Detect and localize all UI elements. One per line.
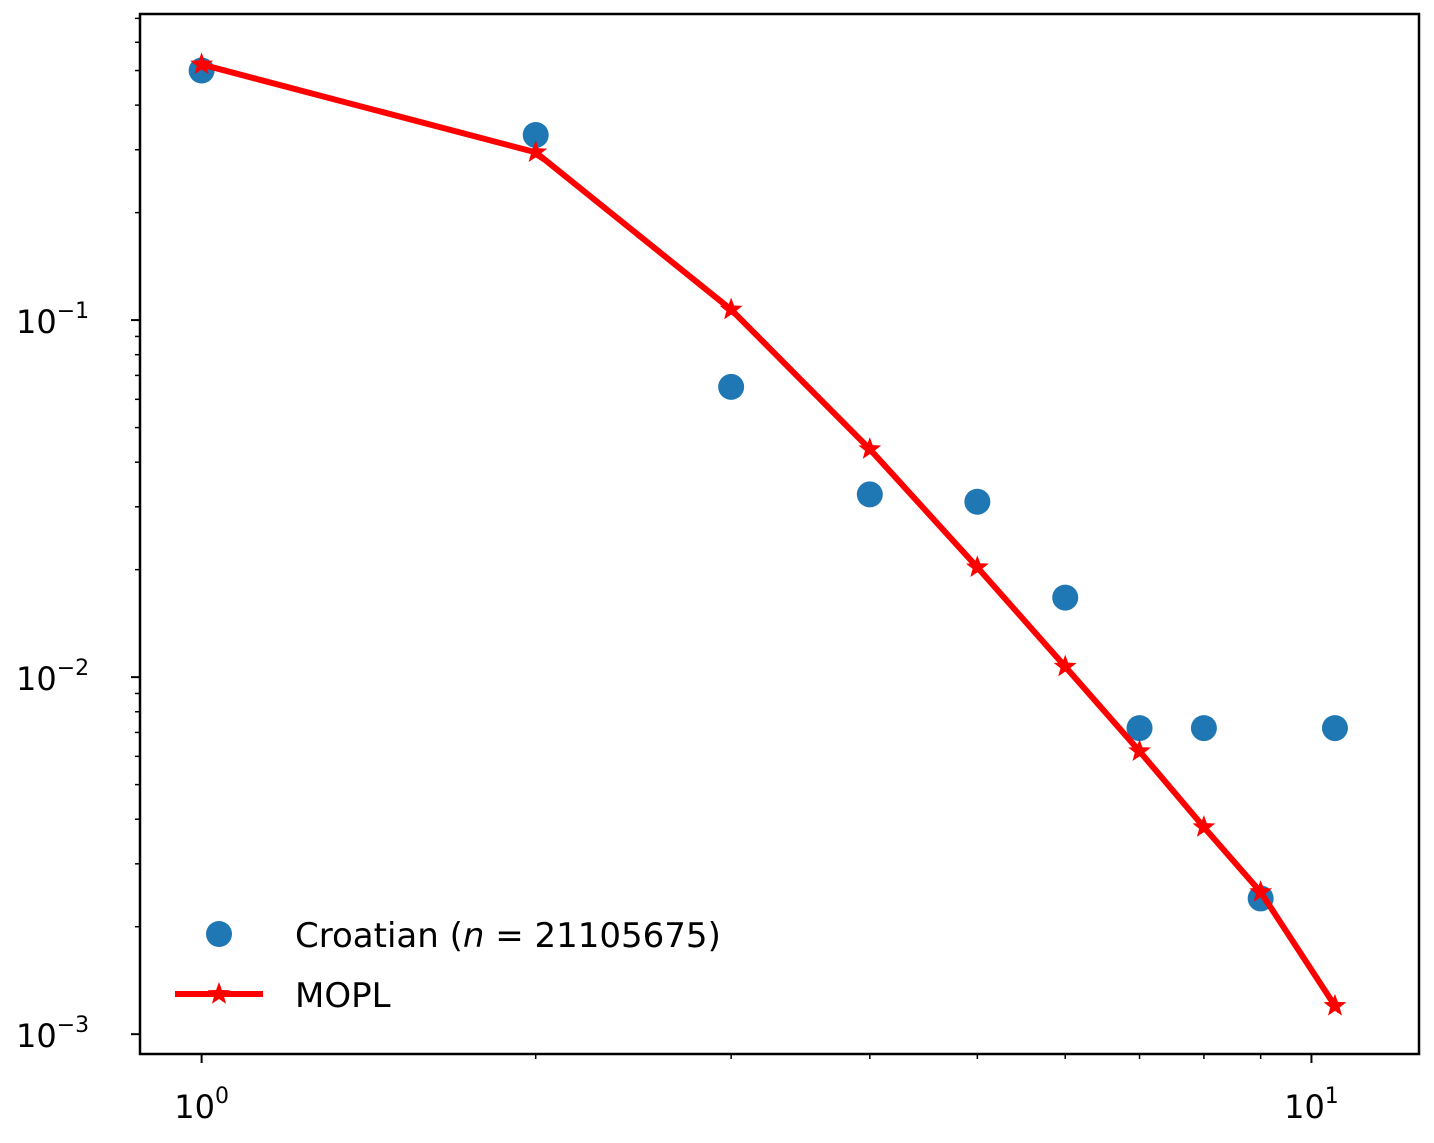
star-marker-mopl (1323, 993, 1347, 1016)
scatter-point-croatian (1321, 715, 1348, 742)
y-tick-label: 10−2 (16, 656, 89, 698)
y-tick-label-base: 10 (16, 660, 57, 698)
x-tick-label-base: 10 (1284, 1088, 1325, 1126)
y-tick-label: 10−3 (16, 1013, 89, 1055)
scatter-point-croatian (522, 121, 549, 148)
scatter-point-croatian (964, 488, 991, 515)
star-marker-mopl (1249, 880, 1273, 902)
scatter-point-croatian (1190, 715, 1217, 742)
scatter-point-croatian (1126, 715, 1153, 742)
plot-content (188, 52, 1348, 1016)
scatter-point-croatian (1052, 584, 1079, 611)
plot-frame (138, 12, 1421, 1056)
star-marker-mopl (858, 437, 882, 459)
star-marker-mopl (190, 52, 214, 75)
scatter-point-croatian (856, 481, 883, 508)
x-tick-label-exponent: 0 (215, 1084, 229, 1109)
star-marker-mopl (524, 140, 548, 163)
y-tick-label-exponent: −2 (57, 656, 89, 681)
legend-label-croatian-var: n (463, 916, 485, 956)
x-tick-label-base: 10 (174, 1088, 215, 1126)
x-tick-label-exponent: 1 (1325, 1084, 1339, 1109)
x-tick-label: 100 (174, 1084, 229, 1126)
scatter-point-croatian (718, 373, 745, 400)
legend-label-mopl: MOPL (295, 976, 391, 1016)
star-marker-mopl (1053, 654, 1077, 677)
star-marker-mopl (1128, 739, 1151, 761)
star-marker-mopl (1192, 815, 1216, 837)
star-marker-mopl (719, 297, 743, 320)
y-tick-label-exponent: −1 (57, 299, 89, 324)
legend-marker-croatian (206, 921, 232, 947)
legend-label-croatian-eq: = 21105675) (484, 916, 720, 956)
series-line-mopl (200, 61, 1338, 1008)
legend-label-croatian: Croatian (n = 21105675) (295, 916, 721, 956)
x-tick-label: 101 (1284, 1084, 1339, 1126)
legend-marker-mopl (207, 982, 231, 1004)
y-tick-label-base: 10 (16, 303, 57, 341)
y-tick-label-base: 10 (16, 1017, 57, 1055)
y-tick-label-exponent: −3 (57, 1013, 89, 1038)
legend-label-croatian-prefix: Croatian ( (295, 916, 463, 956)
legend: Croatian (n = 21105675) MOPL (175, 916, 721, 1016)
star-marker-mopl (965, 555, 989, 578)
y-tick-label: 10−1 (16, 299, 89, 341)
